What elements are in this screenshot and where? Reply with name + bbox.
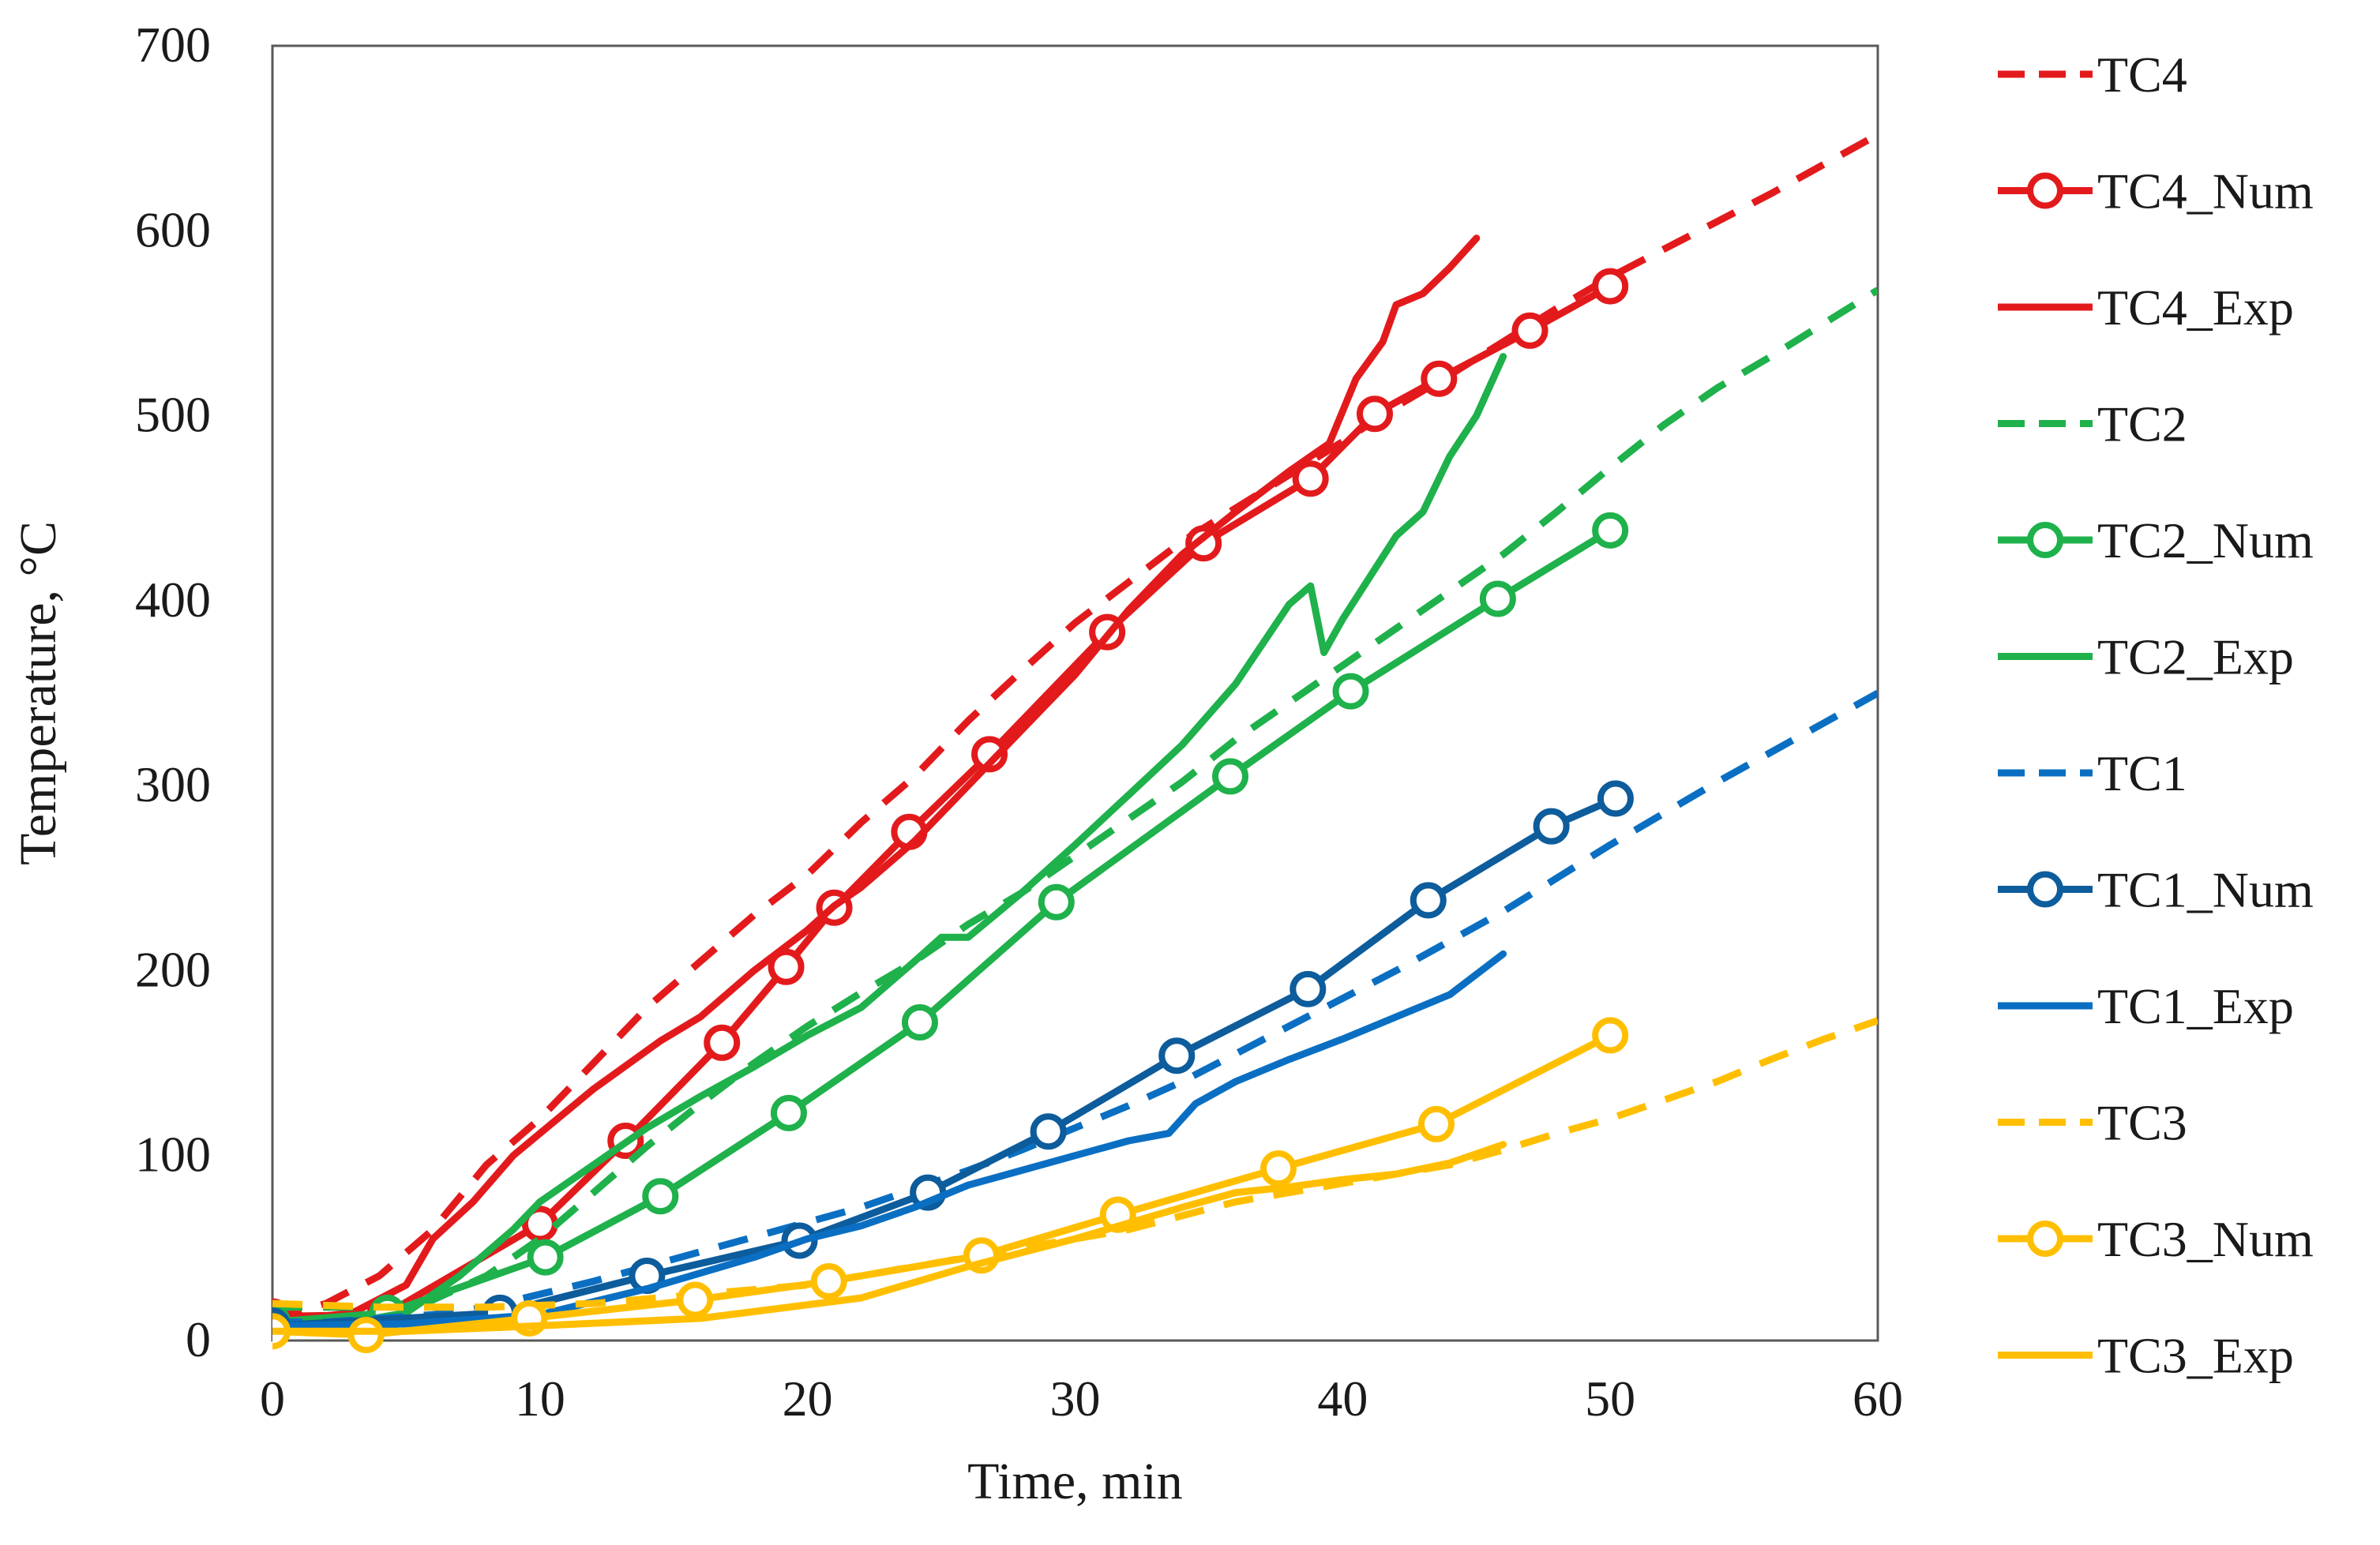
y-tick-label: 300 [135,756,211,812]
series-tc4-exp [272,234,1481,1326]
data-point-tc3-num [347,1316,385,1353]
data-point-tc1-num [1597,780,1634,817]
legend-item-tc1: TC1 [1998,745,2187,801]
legend-item-tc3-exp: TC3_Exp [1998,1328,2294,1384]
series-tc1-exp [272,950,1507,1329]
series-tc3-exp [272,1141,1507,1335]
data-point-tc1-num [1158,1037,1196,1074]
legend-label-tc4-num: TC4_Num [2097,163,2314,219]
legend-label-tc2-exp: TC2_Exp [2097,629,2294,685]
data-point-tc1-num [1030,1113,1067,1150]
series-line-tc4 [272,131,1878,1322]
data-point-tc3-num [1592,1017,1629,1054]
data-point-tc3-num [810,1263,847,1300]
series-line-tc1 [272,690,1878,1326]
data-point-tc1-num [1533,808,1570,845]
data-point-tc4-num [704,1024,741,1061]
legend-label-tc4: TC4 [2097,47,2187,103]
data-point-tc4-num [1356,396,1393,433]
data-point-tc1-num [1289,970,1327,1007]
data-point-tc1-num [1410,882,1447,919]
legend-label-tc1-exp: TC1_Exp [2097,978,2294,1034]
legend-item-tc2-exp: TC2_Exp [1998,629,2294,685]
data-point-tc2-num [1212,758,1249,795]
data-point-tc4-num [1421,360,1458,397]
data-point-tc3-num [677,1281,714,1318]
legend-label-tc1-num: TC1_Num [2097,862,2314,918]
legend-item-tc2-num: TC2_Num [1998,512,2314,568]
legend: TC4 TC4_Num TC4_Exp TC2 TC2_Num TC2_Exp TC1 TC1… [1998,47,2314,1384]
data-point-tc4-num [971,736,1008,773]
series-line-tc3 [272,1017,1878,1311]
data-point-tc2-num [1038,883,1075,921]
y-tick-label: 400 [135,572,211,628]
y-tick-label: 100 [135,1127,211,1183]
legend-item-tc2: TC2 [1998,396,2187,452]
series-tc4-num [272,268,1629,1335]
legend-label-tc3: TC3 [2097,1095,2187,1151]
data-point-tc4-num [1292,460,1329,497]
data-point-tc2-num [1332,673,1369,710]
y-tick-label: 200 [135,941,211,997]
data-point-tc2-num [901,1004,938,1041]
data-point-tc4-num [768,948,805,985]
legend-label-tc3-exp: TC3_Exp [2097,1328,2294,1384]
series-line-tc1-exp [272,950,1507,1329]
legend-marker-tc1-num [2027,871,2063,908]
series-layer [272,131,1878,1353]
x-tick-label: 0 [260,1371,285,1427]
y-tick-label: 500 [135,387,211,443]
series-line-tc2-exp [272,353,1507,1326]
legend-label-tc2: TC2 [2097,396,2187,452]
series-line-tc4-exp [272,234,1481,1326]
y-tick-label: 0 [186,1311,211,1367]
legend-label-tc4-exp: TC4_Exp [2097,279,2294,336]
data-point-tc4-num [1511,312,1549,349]
series-tc1-num [272,780,1634,1344]
x-tick-label: 30 [1050,1371,1101,1427]
series-tc2-exp [272,353,1507,1326]
y-tick-label: 600 [135,201,211,257]
data-point-tc2-num [1479,580,1516,617]
data-point-tc2-num [527,1239,564,1276]
data-point-tc3-num [1417,1105,1455,1142]
series-line-tc1-num [272,795,1620,1329]
x-tick-label: 50 [1585,1371,1635,1427]
y-tick-label: 700 [135,17,211,73]
data-point-tc2-num [642,1178,679,1215]
legend-marker-tc3-num [2027,1221,2063,1257]
legend-marker-tc2-num [2027,522,2063,558]
plot-area [271,44,1879,1342]
data-point-tc3-num [1260,1150,1297,1187]
legend-label-tc2-num: TC2_Num [2097,512,2314,568]
legend-label-tc1: TC1 [2097,745,2187,801]
series-tc4 [272,131,1878,1322]
x-tick-label: 60 [1853,1371,1903,1427]
legend-label-tc3-num: TC3_Num [2097,1211,2314,1267]
x-axis-label: Time, min [967,1453,1183,1510]
x-tick-label: 40 [1317,1371,1368,1427]
data-point-tc2-num [1592,512,1629,549]
legend-item-tc3-num: TC3_Num [1998,1211,2314,1267]
legend-item-tc1-exp: TC1_Exp [1998,978,2294,1034]
series-tc1 [272,690,1878,1326]
data-point-tc2-num [770,1094,807,1131]
legend-item-tc4-num: TC4_Num [1998,163,2314,219]
series-tc3 [272,1017,1878,1311]
legend-marker-tc4-num [2027,172,2063,209]
x-tick-label: 10 [515,1371,565,1427]
legend-item-tc4-exp: TC4_Exp [1998,279,2294,336]
series-line-tc4-num [272,283,1614,1320]
legend-item-tc1-num: TC1_Num [1998,862,2314,918]
legend-item-tc3: TC3 [1998,1095,2187,1151]
series-line-tc3-exp [272,1141,1507,1335]
data-point-tc4-num [1592,268,1629,305]
x-tick-label: 20 [783,1371,833,1427]
legend-item-tc4: TC4 [1998,47,2187,103]
y-axis-label: Temperature, °C [9,521,67,865]
